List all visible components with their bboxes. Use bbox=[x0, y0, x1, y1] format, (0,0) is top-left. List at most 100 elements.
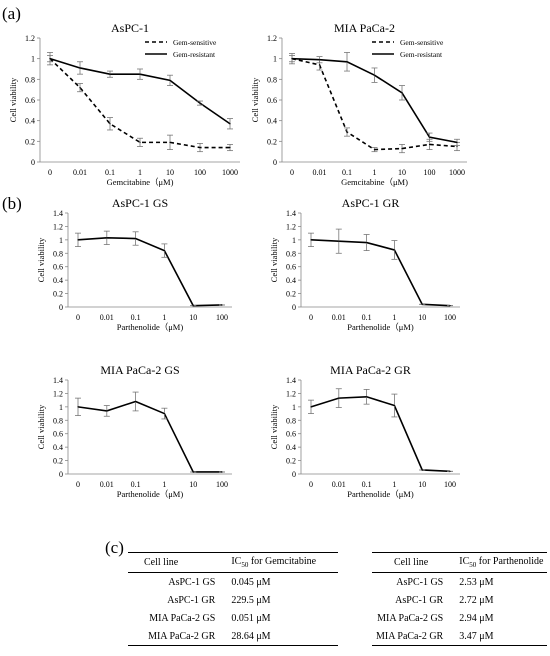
table-cell: 0.051 μM bbox=[231, 612, 271, 624]
y-tick-label: 0.8 bbox=[25, 75, 35, 84]
table-cell: MIA PaCa-2 GS bbox=[149, 612, 216, 624]
table-header-cell-line: Cell line bbox=[372, 552, 456, 573]
x-tick-label: 100 bbox=[194, 168, 206, 177]
chart-title: MIA PaCa-2 GS bbox=[100, 363, 179, 377]
x-tick-label: 0.1 bbox=[105, 168, 115, 177]
table-row: AsPC-1 GS 0.045 μM bbox=[128, 573, 338, 592]
ic50-gem-header-text: IC50 for Gemcitabine bbox=[231, 556, 317, 569]
x-tick-label: 0 bbox=[76, 480, 80, 489]
table-cell: 0.045 μM bbox=[231, 576, 271, 588]
y-tick-label: 0 bbox=[292, 470, 296, 479]
y-axis-label: Cell viability bbox=[36, 404, 46, 449]
data-point bbox=[456, 141, 458, 143]
y-tick-label: 0.4 bbox=[267, 117, 277, 126]
x-tick-label: 10 bbox=[166, 168, 174, 177]
x-tick-label: 1 bbox=[392, 313, 396, 322]
data-point bbox=[310, 406, 312, 408]
x-tick-label: 10 bbox=[418, 480, 426, 489]
x-tick-label: 0.01 bbox=[313, 168, 327, 177]
x-axis-label: Parthenolide（μM) bbox=[117, 322, 184, 332]
table-cell: 3.47 μM bbox=[455, 627, 548, 646]
legend-label: Gem-sensitive bbox=[400, 38, 444, 47]
chart-title: AsPC-1 GS bbox=[112, 196, 168, 210]
table-cell: MIA PaCa-2 GR bbox=[372, 627, 456, 646]
x-tick-label: 0.01 bbox=[73, 168, 87, 177]
data-point bbox=[449, 305, 451, 307]
data-point bbox=[221, 304, 223, 306]
y-tick-label: 1.4 bbox=[53, 376, 63, 385]
y-tick-label: 1.4 bbox=[286, 209, 296, 218]
y-axis-label: Cell viability bbox=[250, 77, 260, 122]
data-point bbox=[366, 396, 368, 398]
x-tick-label: 0.1 bbox=[362, 313, 372, 322]
table-cell: 2.72 μM bbox=[459, 594, 494, 606]
data-point bbox=[401, 147, 403, 150]
y-tick-label: 1.2 bbox=[286, 222, 296, 231]
y-tick-label: 0.8 bbox=[53, 249, 63, 258]
x-axis-label: Parthenolide（μM) bbox=[347, 489, 414, 499]
data-point bbox=[199, 146, 201, 149]
y-tick-label: 0.4 bbox=[53, 276, 63, 285]
chart-2: 0 0.2 0.4 0.6 0.8 1 1.2 0 0.01 0.1 1 10 100 1000 MIA P… bbox=[250, 21, 467, 187]
data-point bbox=[338, 240, 340, 242]
y-tick-label: 0.2 bbox=[25, 137, 35, 146]
y-tick-label: 1 bbox=[59, 403, 63, 412]
data-point bbox=[192, 471, 194, 473]
table-row: AsPC-1 GR 229.5 μM bbox=[128, 591, 338, 609]
legend-label: Gem-sensitive bbox=[173, 38, 217, 47]
x-tick-label: 0.1 bbox=[131, 480, 141, 489]
series-line bbox=[77, 400, 222, 473]
table-cell: 2.94 μM bbox=[459, 612, 494, 624]
legend-label: Gem-resistant bbox=[400, 50, 443, 59]
x-axis-label: Parthenolide（μM) bbox=[347, 322, 414, 332]
chart-title: AsPC-1 bbox=[111, 21, 149, 35]
data-point bbox=[169, 141, 171, 143]
x-tick-label: 1 bbox=[392, 480, 396, 489]
y-tick-label: 1 bbox=[273, 55, 277, 64]
data-point bbox=[106, 410, 108, 412]
data-point bbox=[77, 406, 79, 408]
y-tick-label: 0.4 bbox=[25, 117, 35, 126]
x-tick-label: 0.1 bbox=[131, 313, 141, 322]
data-point bbox=[421, 469, 423, 471]
y-tick-label: 1 bbox=[292, 403, 296, 412]
y-tick-label: 0.2 bbox=[53, 290, 63, 299]
chart-6: 0 0.2 0.4 0.6 0.8 1 1.2 1.4 0 0.01 0.1 1 10 100 MIA Pa… bbox=[269, 363, 460, 499]
table-cell: 28.64 μM bbox=[227, 627, 338, 646]
x-tick-label: 0 bbox=[290, 168, 294, 177]
data-point bbox=[49, 58, 51, 60]
table-cell: MIA PaCa-2 GR bbox=[128, 627, 228, 646]
chart-title: MIA PaCa-2 bbox=[334, 21, 395, 35]
chart-1: 0 0.2 0.4 0.6 0.8 1 1.2 0 0.01 0.1 1 10 100 1000 AsPC-… bbox=[8, 21, 240, 187]
panel-label-a: (a) bbox=[2, 4, 21, 23]
data-point bbox=[318, 64, 321, 66]
ic50-gemcitabine-table: Cell line IC50 for Gemcitabine AsPC-1 GS… bbox=[128, 552, 338, 646]
data-point bbox=[229, 146, 231, 149]
x-tick-label: 0.01 bbox=[100, 480, 114, 489]
y-tick-label: 1.2 bbox=[286, 389, 296, 398]
y-tick-label: 0.2 bbox=[286, 290, 296, 299]
data-point bbox=[221, 471, 223, 473]
chart-4: 0 0.2 0.4 0.6 0.8 1 1.2 1.4 0 0.01 0.1 1 10 100 AsPC-1… bbox=[269, 196, 460, 332]
y-tick-label: 0 bbox=[59, 470, 63, 479]
x-tick-label: 1 bbox=[162, 480, 166, 489]
legend-label: Gem-resistant bbox=[173, 50, 216, 59]
data-point bbox=[192, 305, 194, 307]
table-cell: MIA PaCa-2 GS bbox=[377, 612, 444, 624]
table-row: MIA PaCa-2 GS 2.94 μM bbox=[372, 609, 547, 627]
series-line bbox=[310, 395, 451, 473]
series-line bbox=[310, 239, 451, 307]
x-tick-label: 0.1 bbox=[362, 480, 372, 489]
x-tick-label: 0.01 bbox=[100, 313, 114, 322]
y-tick-label: 0.8 bbox=[53, 416, 63, 425]
y-tick-label: 0.6 bbox=[286, 263, 296, 272]
chart-title: MIA PaCa-2 GR bbox=[330, 363, 411, 377]
x-axis-label: Parthenolide（μM) bbox=[117, 489, 184, 499]
y-tick-label: 1.2 bbox=[53, 389, 63, 398]
y-tick-label: 1.2 bbox=[53, 222, 63, 231]
data-point bbox=[135, 237, 137, 240]
data-point bbox=[109, 123, 111, 125]
data-point bbox=[421, 303, 423, 305]
y-tick-label: 0.8 bbox=[267, 75, 277, 84]
y-tick-label: 1 bbox=[292, 236, 296, 245]
